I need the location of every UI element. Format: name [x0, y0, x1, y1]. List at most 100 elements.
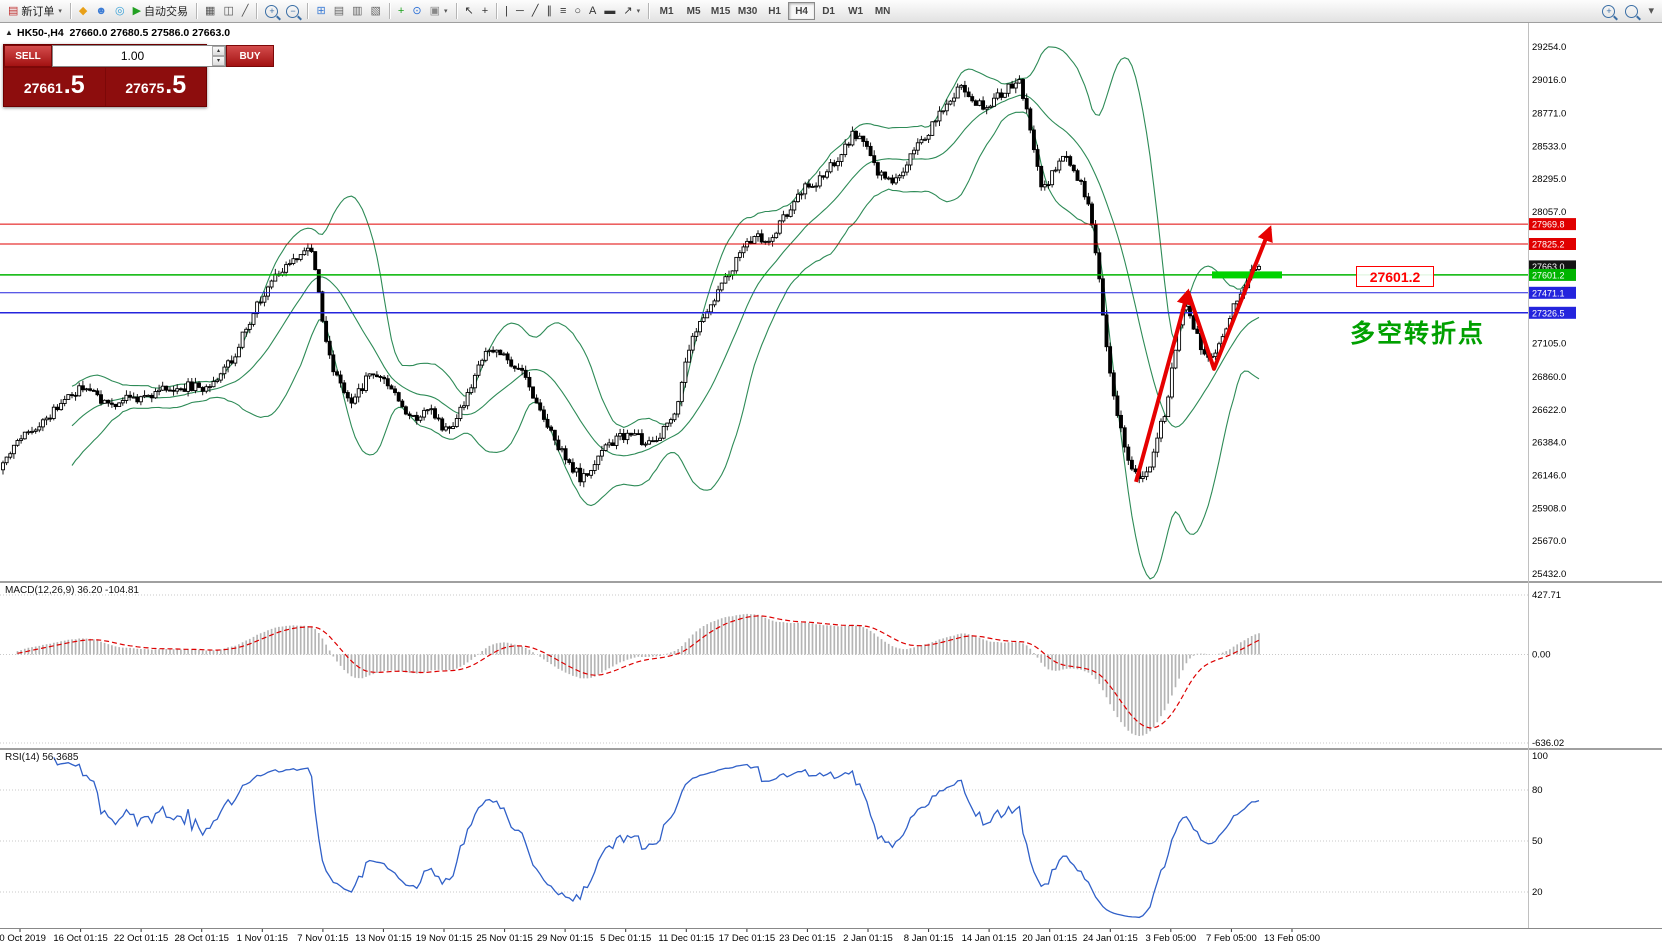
- vertical-line-button[interactable]: |: [501, 2, 512, 21]
- channel-button[interactable]: ∥: [542, 2, 556, 21]
- tile-windows-button[interactable]: ⊞: [312, 2, 329, 21]
- time-scale[interactable]: [0, 929, 1662, 944]
- highlight-bar[interactable]: [1212, 271, 1282, 279]
- bar-chart-icon: ▦: [205, 4, 216, 17]
- indicators-list-button[interactable]: ▤: [330, 2, 348, 21]
- new-order-button-label: 新订单: [21, 6, 55, 18]
- sell-button[interactable]: SELL: [4, 45, 52, 67]
- svg-text:27326.5: 27326.5: [1532, 308, 1565, 318]
- time-scale-labels: 10 Oct 2019 16 Oct 01:15 22 Oct 01:15 28 Oc…: [0, 929, 1320, 944]
- trade-panel-collapse-icon[interactable]: ▲: [5, 28, 13, 37]
- line-chart-button[interactable]: ╱: [238, 2, 253, 21]
- volume-down-button[interactable]: ▾: [212, 56, 225, 66]
- add-indicator-icon: +: [397, 4, 405, 17]
- text-label-icon: ▬: [604, 4, 616, 17]
- svg-text:80: 80: [1532, 785, 1543, 796]
- sell-price[interactable]: 27661.5: [4, 68, 106, 106]
- turning-point-text: 多空转折点: [1350, 320, 1486, 348]
- help-globe-button[interactable]: ◎: [111, 2, 129, 21]
- pane-splitter-macd[interactable]: [0, 581, 1662, 583]
- trend-arrows[interactable]: [1134, 225, 1273, 483]
- arrows-button[interactable]: ↗ ▾: [619, 2, 644, 21]
- price-scale[interactable]: [1528, 23, 1662, 929]
- search-button[interactable]: [1621, 2, 1642, 21]
- toolbar-options-button[interactable]: ▾: [1644, 2, 1658, 21]
- indicators-list-icon: ▤: [333, 4, 345, 17]
- cursor-button[interactable]: ↖: [461, 2, 478, 21]
- svg-text:25908.0: 25908.0: [1532, 503, 1566, 514]
- new-order-icon: ▤: [8, 4, 19, 17]
- buy-button[interactable]: BUY: [226, 45, 274, 67]
- svg-text:5 Dec 01:15: 5 Dec 01:15: [600, 933, 651, 944]
- zoom-out-button[interactable]: −: [282, 2, 303, 21]
- line-chart-icon: ╱: [241, 4, 249, 17]
- trendline-button[interactable]: ╱: [528, 2, 543, 21]
- search-icon: [1625, 4, 1639, 18]
- svg-text:-636.02: -636.02: [1532, 738, 1564, 749]
- snapshot-button[interactable]: ▣ ▾: [426, 2, 452, 21]
- timeframe-w1-button[interactable]: W1: [842, 2, 869, 20]
- svg-text:28295.0: 28295.0: [1532, 174, 1566, 185]
- text-button[interactable]: A: [585, 2, 600, 21]
- svg-text:20: 20: [1532, 887, 1543, 898]
- timeframe-m15-button[interactable]: M15: [707, 2, 734, 20]
- svg-text:29016.0: 29016.0: [1532, 75, 1566, 86]
- shapes-button[interactable]: ○: [570, 2, 585, 21]
- autotrading-button[interactable]: ▶ 自动交易: [129, 2, 192, 21]
- tile-windows-icon: ⊞: [316, 4, 326, 17]
- fibonacci-button[interactable]: ≡: [556, 2, 570, 21]
- svg-text:0.00: 0.00: [1532, 650, 1551, 661]
- svg-text:25432.0: 25432.0: [1532, 569, 1566, 580]
- timeframe-h4-button[interactable]: H4: [788, 2, 816, 20]
- vertical-line-icon: |: [505, 4, 509, 17]
- snapshot-icon: ▣: [429, 4, 440, 17]
- bar-chart-button[interactable]: ▦: [201, 2, 219, 21]
- svg-text:27601.2: 27601.2: [1532, 270, 1565, 280]
- price-annotation-box[interactable]: 27601.2: [1356, 266, 1434, 287]
- metaeditor-icon: ◆: [78, 4, 88, 17]
- timeframe-h1-button[interactable]: H1: [761, 2, 788, 20]
- zoom-in-button[interactable]: +: [261, 2, 282, 21]
- volume-input-wrap: ▴ ▾: [52, 45, 226, 67]
- dropdown-icon: ▾: [636, 8, 641, 15]
- add-indicator-button[interactable]: +: [394, 2, 408, 21]
- svg-text:1 Nov 01:15: 1 Nov 01:15: [237, 933, 288, 944]
- buy-price[interactable]: 27675.5: [105, 68, 206, 106]
- svg-text:28 Oct 01:15: 28 Oct 01:15: [174, 933, 228, 944]
- timeframe-m30-button[interactable]: M30: [734, 2, 761, 20]
- zoom-out-icon: −: [286, 4, 300, 18]
- refresh-button[interactable]: ⊙: [408, 2, 425, 21]
- volume-up-button[interactable]: ▴: [212, 46, 225, 56]
- metaeditor-button[interactable]: ◆: [75, 2, 91, 21]
- candlestick-chart-button[interactable]: ◫: [219, 2, 237, 21]
- new-order-button[interactable]: ▤ 新订单 ▾: [4, 2, 66, 21]
- navigator-button[interactable]: ▧: [367, 2, 385, 21]
- pane-splitter-rsi[interactable]: [0, 748, 1662, 750]
- crosshair-button[interactable]: +: [478, 2, 492, 21]
- timeframe-mn-button[interactable]: MN: [869, 2, 896, 20]
- crosshair-icon: +: [481, 4, 489, 17]
- shapes-icon: ○: [574, 4, 582, 17]
- dropdown-icon: ▾: [58, 8, 62, 15]
- timeframe-d1-button[interactable]: D1: [815, 2, 842, 20]
- search-symbol-button[interactable]: +: [1598, 2, 1619, 21]
- timeframe-m1-button[interactable]: M1: [653, 2, 680, 20]
- toolbar-separator: [455, 3, 457, 19]
- channel-icon: ∥: [546, 4, 552, 17]
- volume-input[interactable]: [53, 46, 212, 66]
- buy-price-main: 27675: [125, 80, 165, 96]
- horizontal-line-button[interactable]: ─: [512, 2, 528, 21]
- data-window-button[interactable]: ▥: [348, 2, 366, 21]
- trendline-icon: ╱: [531, 4, 539, 17]
- timeframe-m5-button[interactable]: M5: [680, 2, 707, 20]
- price-tags[interactable]: 27969.8 27825.2 27663.027601.2 27471.1 27326…: [1529, 218, 1576, 319]
- svg-text:25670.0: 25670.0: [1532, 536, 1566, 547]
- svg-text:27663.0: 27663.0: [1532, 262, 1565, 272]
- text-label-button[interactable]: ▬: [600, 2, 619, 21]
- community-button[interactable]: ☻: [91, 2, 111, 21]
- toolbar-separator: [388, 3, 390, 19]
- dropdown-icon: ▾: [443, 8, 448, 15]
- navigator-icon: ▧: [370, 4, 381, 17]
